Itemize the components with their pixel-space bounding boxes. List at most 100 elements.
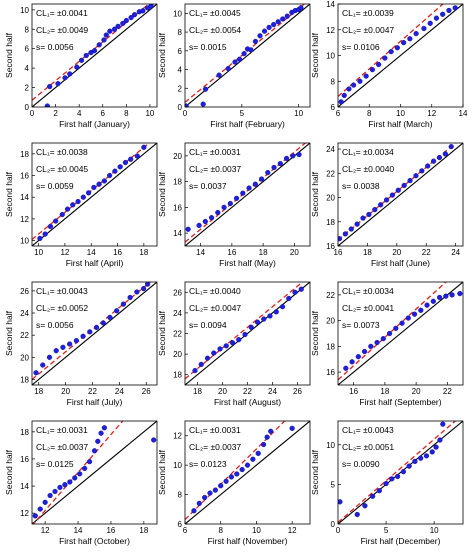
x-tick-label: 4 [77,109,82,118]
data-point [107,28,113,34]
cl2-annotation: CL₂= ±0.0041 [342,303,394,313]
data-point [60,344,66,350]
x-tick-label: 16 [227,248,236,257]
data-point [72,475,78,481]
data-point [401,182,407,189]
cl1-annotation: CL₁= ±0.0039 [342,8,394,18]
data-point [32,513,38,519]
data-point [141,144,147,150]
x-tick-label: 24 [451,248,460,257]
cl2-annotation: CL₂= ±0.0037 [189,164,241,174]
data-point [215,209,221,216]
data-point [239,466,245,473]
reference-line [338,4,463,107]
x-axis-label: First half (December) [361,536,441,546]
data-point [128,15,134,21]
data-point [86,459,93,465]
x-tick-label: 20 [290,248,299,257]
y-tick-label: 18 [20,150,29,159]
y-axis-label: Second half [310,449,320,495]
data-point [37,235,43,242]
data-point [383,480,389,487]
data-point [207,490,213,496]
data-point [208,215,215,221]
s-annotation: s= 0.0125 [36,459,74,469]
x-tick-label: 20 [392,248,401,257]
panel-8: 18 20 22 24 26 18 20 22 24 26 First half (August) S… [157,281,311,407]
data-point [406,463,412,469]
data-point [341,92,347,99]
y-tick-label: 2 [25,84,30,93]
data-point [240,190,246,196]
x-tick-label: 10 [252,526,261,535]
data-point [236,56,243,62]
x-tick-label: 22 [422,248,431,257]
data-point [228,474,235,480]
y-tick-label: 6 [331,103,336,112]
data-point [82,465,88,472]
data-point [423,453,430,459]
y-tick-label: 18 [173,371,182,380]
data-point [248,47,254,53]
data-point [413,173,419,179]
data-point [33,370,39,376]
data-point [448,144,454,150]
data-point [372,207,378,213]
cl2-annotation: CL₂= ±0.0051 [342,442,394,452]
data-point [202,86,209,92]
data-point [357,78,363,84]
x-tick-label: 2 [53,109,58,118]
x-axis-label: First half (August) [214,397,281,407]
x-axis-label: First half (May) [219,258,276,268]
data-point [369,67,375,73]
panel-4: 10 12 14 16 18 10 12 14 16 18 First half (April) Se… [4,142,158,268]
x-tick-label: 24 [268,387,277,396]
reference-line [185,282,310,385]
data-point [98,430,104,436]
data-point [433,444,439,450]
y-tick-label: 16 [20,172,29,181]
x-tick-label: 20 [412,387,421,396]
data-point [271,22,277,28]
x-tick-label: 16 [106,526,115,535]
y-tick-label: 14 [20,482,29,491]
data-point [185,226,191,232]
x-tick-label: 10 [145,109,154,118]
x-tick-label: 18 [363,248,372,257]
y-tick-label: 18 [326,342,335,351]
x-tick-label: 20 [61,387,70,396]
y-tick-label: 2 [178,84,183,93]
data-point [211,350,217,356]
y-tick-label: 16 [326,368,335,377]
data-point [443,293,449,299]
y-axis-label: Second half [157,449,167,495]
data-point [202,218,208,225]
data-point [241,51,247,57]
reference-line [338,421,463,524]
data-point [232,59,238,65]
y-tick-label: 0 [25,103,30,112]
y-tick-label: 10 [20,6,29,15]
x-tick-label: 12 [427,109,436,118]
data-point [233,195,240,201]
x-tick-label: 22 [88,387,97,396]
cl1-annotation: CL₁= ±0.0031 [36,425,88,435]
data-point [277,161,283,167]
data-point [376,61,382,68]
data-point [91,48,98,54]
y-tick-label: 20 [20,353,29,362]
data-point [413,31,419,37]
panel-2: 0 5 10 0 2 4 6 8 10 First half (February) Second h… [157,3,311,129]
reference-line [185,4,310,107]
data-point [148,4,154,9]
data-point [338,236,343,242]
data-point [399,320,405,326]
y-tick-label: 4 [25,64,30,73]
y-tick-label: 5 [331,480,336,489]
x-tick-label: 22 [243,387,252,396]
y-tick-label: 22 [173,330,182,339]
data-point [70,202,76,208]
x-tick-label: 6 [101,109,106,118]
